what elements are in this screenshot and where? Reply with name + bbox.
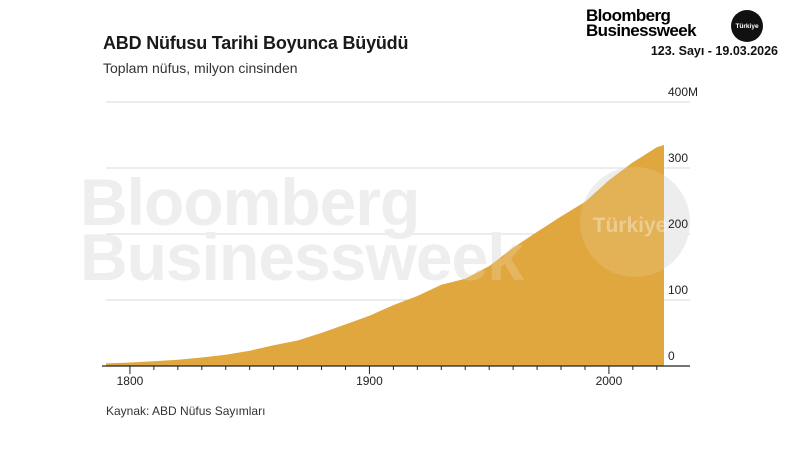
watermark-overlay-line1: Bloomberg xyxy=(80,165,419,239)
watermark-overlay-line2: Businessweek xyxy=(80,220,524,294)
x-tick-label-1900: 1900 xyxy=(356,374,383,388)
y-tick-label-400: 400M xyxy=(668,85,698,99)
y-tick-label-200: 200 xyxy=(668,217,688,231)
y-tick-label-100: 100 xyxy=(668,283,688,297)
x-tick-label-1800: 1800 xyxy=(117,374,144,388)
y-tick-label-0: 0 xyxy=(668,349,675,363)
brand-logo-line1: Bloomberg xyxy=(586,6,671,25)
series-area-0 xyxy=(106,145,664,366)
x-tick-label-2000: 2000 xyxy=(596,374,623,388)
watermark-line1: Bloomberg xyxy=(80,165,419,239)
chart-title: ABD Nüfusu Tarihi Boyunca Büyüdü xyxy=(103,33,409,53)
watermark-badge-text: Türkiye xyxy=(593,214,668,237)
brand-logo-line2: Businessweek xyxy=(586,21,697,40)
brand-badge: Türkiye xyxy=(731,10,763,42)
brand-badge-text: Türkiye xyxy=(735,22,759,30)
issue-info: 123. Sayı - 19.03.2026 xyxy=(650,44,778,58)
brand-logo: Bloomberg Businessweek Türkiye xyxy=(586,5,786,65)
y-tick-label-300: 300 xyxy=(668,151,688,165)
watermark-line2: Businessweek xyxy=(80,220,524,294)
source-note: Kaynak: ABD Nüfus Sayımları xyxy=(106,404,266,418)
watermark-overlay-badge xyxy=(580,167,690,277)
chart-subtitle: Toplam nüfus, milyon cinsinden xyxy=(103,60,298,76)
